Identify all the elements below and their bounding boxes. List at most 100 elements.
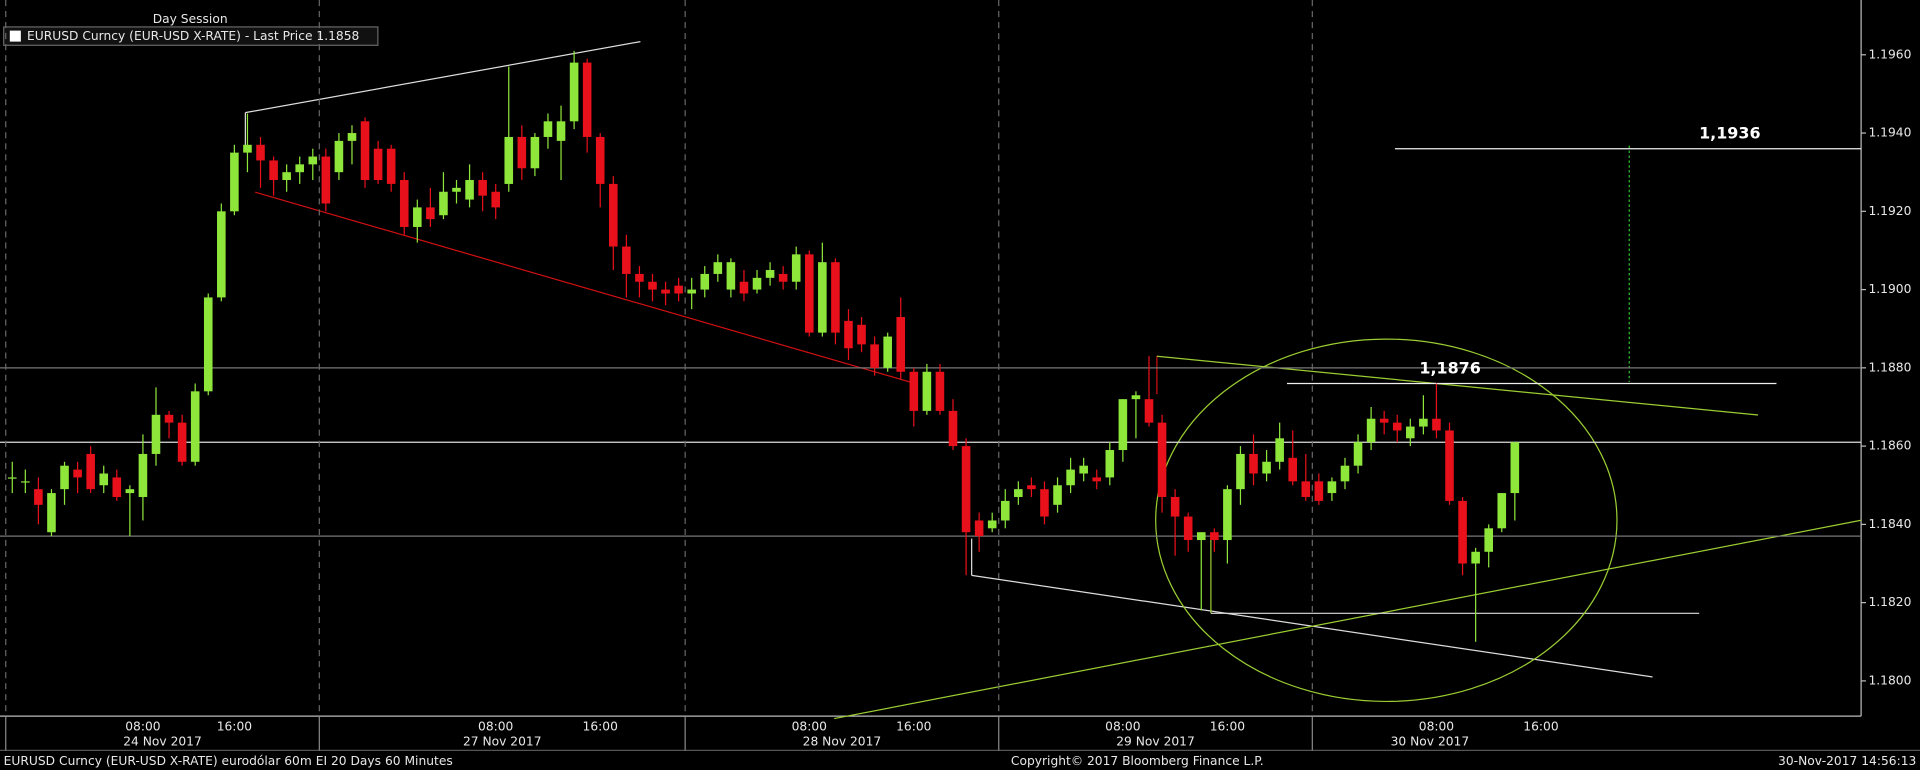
candle-body xyxy=(321,156,331,204)
legend-swatch xyxy=(9,30,21,42)
date-label: 28 Nov 2017 xyxy=(803,734,882,748)
candle-body xyxy=(1236,453,1245,490)
x-tick-label: 16:00 xyxy=(896,720,931,734)
candle-body xyxy=(648,281,657,290)
candle-body xyxy=(86,453,95,490)
candle-body xyxy=(1053,485,1062,505)
candle-body xyxy=(217,211,226,298)
candle-body xyxy=(635,273,644,282)
candle-body xyxy=(1288,457,1298,482)
x-tick-label: 08:00 xyxy=(125,720,160,734)
candle-body xyxy=(595,136,605,184)
candle-body xyxy=(700,273,710,290)
candle-body xyxy=(987,520,997,529)
candle-body xyxy=(386,148,396,184)
candle-body xyxy=(1196,532,1206,541)
candle-body xyxy=(190,391,200,462)
candle-body xyxy=(73,469,82,478)
candle-body xyxy=(909,371,919,411)
y-tick-label: 1.1920 xyxy=(1868,204,1911,218)
highlight-ellipse xyxy=(1155,338,1618,703)
candle-body xyxy=(1262,461,1271,474)
candle-body xyxy=(1105,450,1115,478)
candle-body xyxy=(1432,418,1441,431)
candle-body xyxy=(1406,426,1415,439)
candle-body xyxy=(1210,532,1219,541)
candle-body xyxy=(661,289,670,294)
candle-body xyxy=(1471,551,1480,564)
date-label: 24 Nov 2017 xyxy=(123,734,202,748)
candle-body xyxy=(778,273,788,282)
candle-body xyxy=(99,473,109,486)
candle-body xyxy=(804,254,814,333)
candle-body xyxy=(1353,442,1363,466)
x-tick-label: 16:00 xyxy=(1210,720,1245,734)
candle-body xyxy=(360,121,370,181)
y-tick-label: 1.1940 xyxy=(1868,126,1911,140)
level-label: 1,1876 xyxy=(1419,358,1481,377)
candle-body xyxy=(1327,481,1337,494)
candle-body xyxy=(935,371,945,411)
candle-body xyxy=(1066,469,1075,486)
candle-body xyxy=(752,277,762,290)
candle-body xyxy=(1497,493,1507,529)
candle-body xyxy=(256,144,265,161)
candle-body xyxy=(883,336,892,368)
candle-body xyxy=(1079,465,1088,474)
candle-body xyxy=(1027,485,1036,490)
candle-body xyxy=(1392,422,1402,431)
candle-body xyxy=(60,465,69,490)
candle-body xyxy=(1366,418,1376,443)
candle-body xyxy=(1301,481,1311,497)
candle-body xyxy=(334,140,344,173)
candle-body xyxy=(1340,465,1350,482)
candle-body xyxy=(922,371,932,411)
candle-body xyxy=(713,262,723,274)
candle-body xyxy=(47,493,56,533)
legend-text: EURUSD Curncy (EUR-USD X-RATE) - Last Pr… xyxy=(27,29,359,43)
candle-body xyxy=(230,152,239,212)
x-tick-label: 16:00 xyxy=(217,720,252,734)
candle-body xyxy=(373,148,383,181)
x-tick-label: 08:00 xyxy=(792,720,827,734)
candle-body xyxy=(844,320,853,349)
candle-body xyxy=(125,489,135,494)
y-tick-label: 1.1820 xyxy=(1868,595,1911,609)
candle-body xyxy=(138,453,148,497)
candle-body xyxy=(1314,481,1324,501)
candle-body xyxy=(203,297,213,392)
x-tick-label: 16:00 xyxy=(583,720,618,734)
candle-body xyxy=(1040,489,1049,517)
candle-body xyxy=(347,133,357,141)
candle-body xyxy=(1510,442,1520,494)
candle-body xyxy=(1223,489,1232,541)
candle-body xyxy=(426,207,435,220)
level-label: 1,1936 xyxy=(1699,124,1761,143)
x-tick-label: 08:00 xyxy=(478,720,513,734)
candle-body xyxy=(177,422,187,462)
candle-body xyxy=(151,414,161,454)
candle-body xyxy=(282,172,291,181)
footer-center: Copyright© 2017 Bloomberg Finance L.P. xyxy=(1011,754,1264,768)
candle-body xyxy=(295,164,305,173)
candle-body xyxy=(1249,453,1258,474)
candle-body xyxy=(465,180,474,200)
candle-body xyxy=(974,520,984,537)
candle-body xyxy=(765,270,775,278)
trend-line xyxy=(834,519,1862,720)
candle-body xyxy=(791,254,801,282)
candle-body xyxy=(21,481,30,483)
candle-body xyxy=(1458,500,1467,564)
candle-body xyxy=(7,477,17,479)
candle-body xyxy=(818,262,827,333)
candle-body xyxy=(269,160,278,181)
candle-body xyxy=(870,344,879,368)
candle-body xyxy=(413,207,422,227)
candle-body xyxy=(961,446,971,533)
candle-body xyxy=(857,324,866,345)
candle-body xyxy=(1484,528,1493,552)
candle-body xyxy=(1157,422,1167,497)
candle-body xyxy=(530,136,540,169)
y-tick-label: 1.1800 xyxy=(1868,673,1911,687)
